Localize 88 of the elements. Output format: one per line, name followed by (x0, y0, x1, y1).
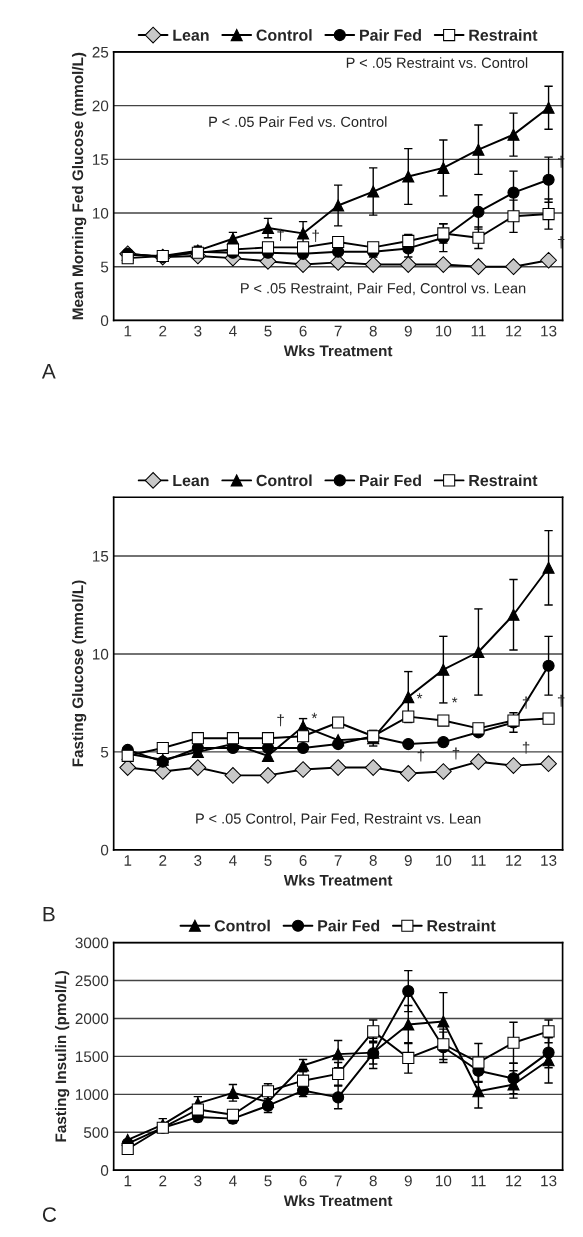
x-tick-label: 6 (299, 325, 307, 337)
y-tick-label: 15 (93, 551, 109, 562)
x-tick-label: 10 (436, 325, 452, 337)
annotation: † (277, 714, 284, 727)
x-tick-label: 13 (541, 1175, 557, 1187)
annotation: † (417, 749, 425, 762)
x-tick-label: 5 (264, 325, 272, 337)
x-tick-label: 6 (299, 855, 307, 866)
x-tick-label: 8 (369, 1175, 377, 1187)
y-tick-label: 2500 (75, 975, 109, 987)
y-tick-label: 15 (93, 154, 109, 166)
legend-label: Control (256, 29, 312, 41)
legend-label: Lean (173, 474, 209, 487)
annotation: † (522, 741, 530, 754)
x-tick-label: 7 (334, 1175, 342, 1187)
y-tick-label: 500 (83, 1127, 109, 1138)
y-tick-label: 10 (93, 648, 109, 660)
x-tick-label: 3 (194, 855, 202, 866)
y-tick-label: 5 (100, 261, 109, 273)
x-tick-label: 4 (229, 855, 237, 866)
y-tick-label: 0 (100, 1165, 109, 1176)
x-tick-label: 1 (124, 325, 132, 337)
y-tick-label: 2000 (75, 1013, 109, 1025)
legend-label: Restraint (469, 29, 538, 41)
x-tick-label: 5 (264, 1175, 272, 1187)
legend-label: Pair Fed (318, 919, 380, 932)
x-tick-label: 8 (369, 325, 377, 337)
annotation: P < .05 Restraint vs. Control (346, 57, 528, 68)
x-tick-label: 1 (124, 855, 132, 866)
annotation: * (311, 712, 318, 719)
x-tick-label: 7 (334, 325, 342, 337)
text: B (43, 906, 55, 922)
x-tick-label: 9 (404, 1175, 412, 1187)
x-tick-label: 1 (124, 1175, 132, 1187)
x-tick-label: 13 (541, 855, 557, 866)
y-tick-label: 3000 (75, 937, 109, 949)
legend-label: Pair Fed (360, 29, 421, 41)
y-axis-title: Fasting Glucose (mmol/L) (71, 580, 87, 767)
x-tick-label: 13 (541, 325, 557, 337)
annotation: † (312, 229, 319, 242)
text: C (42, 1207, 57, 1222)
annotation: P < .05 Restraint, Pair Fed, Control vs. Lean (241, 282, 526, 296)
y-tick-label: 0 (100, 844, 109, 856)
y-tick-label: 25 (92, 46, 109, 58)
x-tick-label: 9 (404, 325, 412, 337)
y-tick-label: 20 (92, 100, 109, 112)
y-tick-label: 1500 (76, 1051, 109, 1063)
x-tick-label: 2 (159, 325, 167, 337)
x-tick-label: 12 (506, 325, 522, 337)
x-axis-title: Wks Treatment (283, 874, 393, 886)
annotation: P < .05 Pair Fed vs. Control (209, 116, 387, 127)
y-tick-label: 0 (100, 315, 109, 327)
x-tick-label: 3 (194, 325, 202, 337)
annotation: † (277, 228, 284, 241)
y-axis-title: Mean Morning Fed Glucose (mmol/L) (71, 52, 87, 320)
x-tick-label: 8 (369, 855, 377, 866)
x-axis-title: Wks Treatment (283, 1194, 393, 1207)
y-tick-label: 5 (100, 746, 109, 758)
x-tick-label: 12 (506, 855, 522, 866)
x-tick-label: 7 (334, 855, 342, 866)
y-tick-label: 10 (93, 207, 109, 219)
legend-label: Control (256, 474, 312, 487)
x-tick-label: 4 (229, 325, 237, 337)
legend-label: Lean (173, 29, 209, 41)
x-tick-label: 12 (506, 1175, 522, 1187)
x-tick-label: 6 (299, 1175, 307, 1187)
x-tick-label: 11 (471, 855, 486, 866)
x-tick-label: 11 (471, 1175, 486, 1187)
annotation: * (451, 697, 458, 703)
annotation: P < .05 Control, Pair Fed, Restraint vs. Lean (196, 813, 481, 826)
x-tick-label: 2 (159, 855, 167, 866)
x-tick-label: 11 (471, 325, 486, 337)
annotation: * (416, 693, 423, 699)
legend-label: Restraint (469, 474, 538, 487)
legend-label: Restraint (427, 919, 496, 932)
legend-label: Control (214, 919, 270, 932)
x-axis-title: Wks Treatment (283, 345, 393, 357)
y-axis-title: Fasting Insulin (pmol/L) (54, 971, 70, 1142)
x-tick-label: 9 (404, 855, 412, 866)
legend-label: Pair Fed (360, 474, 421, 487)
x-tick-label: 5 (264, 855, 272, 866)
x-tick-label: 10 (436, 1175, 452, 1187)
text: A (41, 364, 56, 379)
x-tick-label: 10 (436, 855, 452, 866)
x-tick-label: 3 (194, 1175, 202, 1187)
y-tick-label: 1000 (76, 1089, 109, 1101)
x-tick-label: 4 (229, 1175, 237, 1187)
x-tick-label: 2 (159, 1175, 167, 1187)
